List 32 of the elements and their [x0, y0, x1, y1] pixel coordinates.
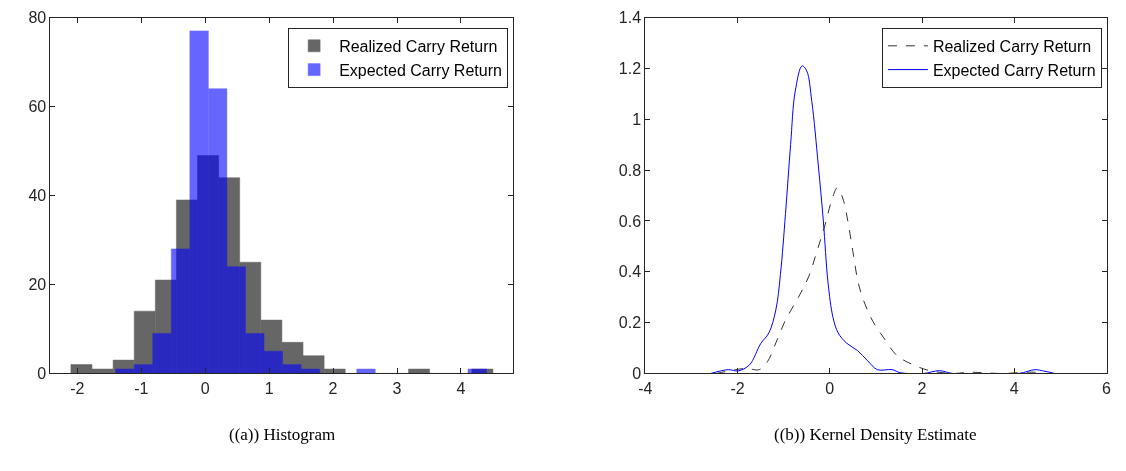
- x-tick-label: 1: [264, 379, 274, 397]
- y-tick-label: 40: [28, 187, 47, 205]
- x-tick-label: 4: [456, 379, 466, 397]
- y-tick-label: 1.4: [618, 9, 642, 27]
- legend-label: Realized Carry Return: [932, 38, 1092, 56]
- x-tick-label: 0: [825, 379, 835, 397]
- x-tick-label: -2: [730, 379, 745, 397]
- y-tick-label: 0.4: [618, 263, 642, 281]
- y-tick-label: 20: [28, 276, 47, 294]
- bar: [408, 368, 430, 374]
- legend-label: Expected Carry Return: [339, 61, 502, 79]
- y-tick-label: 0.2: [618, 314, 642, 332]
- text: ((b)) Kernel Density Estimate: [774, 425, 977, 444]
- x-tick-label: -2: [70, 379, 85, 397]
- x-tick-label: 4: [1009, 379, 1019, 397]
- legend-label: Realized Carry Return: [339, 38, 498, 56]
- y-tick-label: 0.8: [618, 161, 642, 179]
- y-tick-label: 0.6: [618, 212, 642, 230]
- y-tick-label: 60: [28, 98, 47, 116]
- x-tick-label: 3: [392, 379, 402, 397]
- x-tick-label: 2: [917, 379, 927, 397]
- text: ((a)) Histogram: [229, 425, 336, 444]
- y-tick-label: 1.2: [618, 59, 642, 77]
- legend-label: Expected Carry Return: [932, 61, 1096, 79]
- y-tick-label: 1: [632, 110, 642, 128]
- x-tick-label: 2: [328, 379, 338, 397]
- bar: [471, 368, 494, 374]
- x-tick-label: -1: [134, 379, 149, 397]
- y-tick-label: 0: [37, 365, 47, 383]
- y-tick-label: 80: [28, 9, 47, 27]
- x-tick-label: 6: [1102, 379, 1112, 397]
- x-tick-label: 0: [200, 379, 210, 397]
